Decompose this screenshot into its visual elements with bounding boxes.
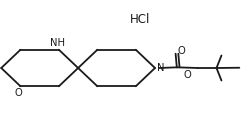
Text: HCl: HCl — [130, 13, 150, 26]
Text: N: N — [157, 63, 164, 73]
Text: NH: NH — [50, 38, 65, 48]
Text: O: O — [177, 46, 185, 56]
Text: O: O — [184, 69, 191, 80]
Text: O: O — [15, 88, 22, 98]
